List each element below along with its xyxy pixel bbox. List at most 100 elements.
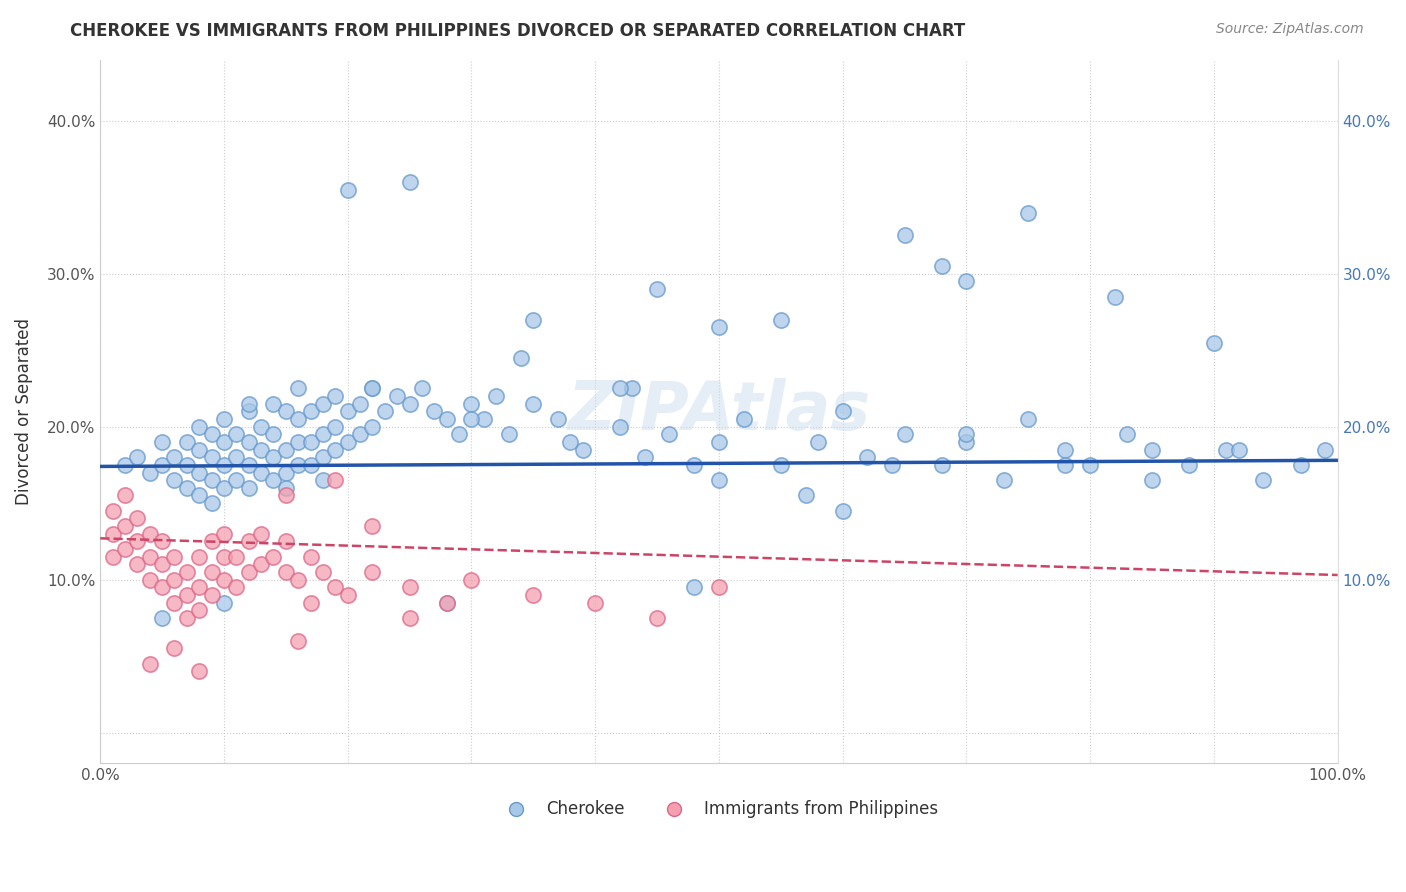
Point <box>238 534 260 549</box>
Point <box>645 282 668 296</box>
Point <box>225 450 247 465</box>
Point <box>150 434 173 449</box>
Point <box>683 580 706 594</box>
Point <box>955 434 977 449</box>
Point <box>225 549 247 564</box>
Point <box>139 549 162 564</box>
Point <box>188 442 211 457</box>
Point <box>398 397 420 411</box>
Point <box>101 504 124 518</box>
Point <box>299 458 322 472</box>
Point <box>114 488 136 502</box>
Point <box>188 603 211 617</box>
Point <box>831 404 853 418</box>
Point <box>150 580 173 594</box>
Point <box>163 549 186 564</box>
Point <box>176 565 198 579</box>
Point <box>707 473 730 487</box>
Y-axis label: Divorced or Separated: Divorced or Separated <box>15 318 32 505</box>
Point <box>460 412 482 426</box>
Point <box>287 573 309 587</box>
Point <box>361 565 384 579</box>
Point <box>1202 335 1225 350</box>
Point <box>250 419 273 434</box>
Point <box>139 466 162 480</box>
Point <box>287 381 309 395</box>
Point <box>460 573 482 587</box>
Point <box>955 274 977 288</box>
Point <box>931 458 953 472</box>
Point <box>1253 473 1275 487</box>
Point <box>707 580 730 594</box>
Point <box>287 434 309 449</box>
Point <box>225 427 247 442</box>
Point <box>274 466 297 480</box>
Point <box>287 633 309 648</box>
Point <box>139 573 162 587</box>
Point <box>336 434 359 449</box>
Point <box>250 558 273 572</box>
Point <box>150 558 173 572</box>
Point <box>312 397 335 411</box>
Point <box>212 481 235 495</box>
Point <box>212 526 235 541</box>
Point <box>683 458 706 472</box>
Point <box>139 657 162 671</box>
Point <box>263 450 285 465</box>
Point <box>609 381 631 395</box>
Point <box>263 473 285 487</box>
Point <box>1116 427 1139 442</box>
Point <box>1017 205 1039 219</box>
Point <box>769 312 792 326</box>
Point <box>609 419 631 434</box>
Point <box>212 573 235 587</box>
Point <box>299 404 322 418</box>
Point <box>188 549 211 564</box>
Point <box>498 427 520 442</box>
Point <box>188 488 211 502</box>
Point <box>201 496 224 510</box>
Point <box>238 434 260 449</box>
Text: CHEROKEE VS IMMIGRANTS FROM PHILIPPINES DIVORCED OR SEPARATED CORRELATION CHART: CHEROKEE VS IMMIGRANTS FROM PHILIPPINES … <box>70 22 966 40</box>
Legend: Cherokee, Immigrants from Philippines: Cherokee, Immigrants from Philippines <box>492 794 945 825</box>
Text: ZIPAtlas: ZIPAtlas <box>568 378 870 444</box>
Point <box>1315 442 1337 457</box>
Point <box>1215 442 1237 457</box>
Point <box>349 427 371 442</box>
Point <box>1054 442 1077 457</box>
Point <box>361 519 384 533</box>
Point <box>1104 290 1126 304</box>
Point <box>893 427 915 442</box>
Point <box>163 473 186 487</box>
Point <box>349 397 371 411</box>
Point <box>361 381 384 395</box>
Point <box>250 526 273 541</box>
Point <box>176 481 198 495</box>
Point <box>361 381 384 395</box>
Point <box>238 481 260 495</box>
Point <box>336 183 359 197</box>
Point <box>299 434 322 449</box>
Text: Source: ZipAtlas.com: Source: ZipAtlas.com <box>1216 22 1364 37</box>
Point <box>856 450 879 465</box>
Point <box>460 397 482 411</box>
Point <box>312 473 335 487</box>
Point <box>212 458 235 472</box>
Point <box>436 595 458 609</box>
Point <box>325 389 347 403</box>
Point <box>287 412 309 426</box>
Point <box>645 611 668 625</box>
Point <box>510 351 533 365</box>
Point <box>212 412 235 426</box>
Point <box>436 595 458 609</box>
Point <box>436 412 458 426</box>
Point <box>188 466 211 480</box>
Point <box>522 397 544 411</box>
Point <box>163 450 186 465</box>
Point <box>176 458 198 472</box>
Point <box>882 458 904 472</box>
Point <box>212 434 235 449</box>
Point <box>707 320 730 334</box>
Point <box>212 549 235 564</box>
Point <box>398 175 420 189</box>
